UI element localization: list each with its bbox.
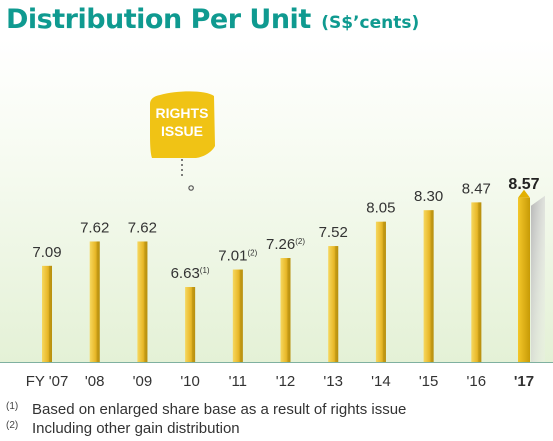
footnote-marker: (1) [6, 401, 19, 412]
value-label: 6.63(1) [171, 265, 210, 282]
value-label: 7.09 [32, 244, 61, 261]
category-label: '14 [371, 373, 391, 390]
footnote-marker: (2) [6, 420, 19, 431]
bar [328, 246, 339, 362]
bar [375, 221, 386, 362]
value-label-footnote: (2) [295, 237, 305, 246]
value-label: 7.26(2) [266, 236, 305, 253]
bar [518, 197, 530, 362]
category-label: '16 [467, 373, 487, 390]
category-label: '10 [180, 373, 200, 390]
category-label: '17 [514, 373, 534, 390]
bar [280, 258, 291, 362]
bar-edge [144, 241, 148, 362]
bar [471, 202, 482, 362]
bar [89, 241, 100, 362]
callout-pointer-dot [188, 185, 194, 191]
value-label: 8.30 [414, 188, 443, 205]
category-label: '12 [276, 373, 296, 390]
category-label: '11 [229, 373, 247, 390]
category-label: FY '07 [26, 373, 69, 390]
bar-edge [382, 221, 386, 362]
bar-cap [518, 189, 530, 198]
bar-edge [192, 287, 196, 362]
bar-edge [335, 246, 339, 362]
value-label: 8.05 [366, 200, 395, 217]
bar [42, 265, 52, 362]
value-label: 7.62 [128, 219, 157, 236]
category-label: '09 [133, 373, 153, 390]
chart-title: Distribution Per Unit (S$’cents) [6, 4, 419, 35]
value-label: 8.57 [508, 176, 539, 193]
value-label-footnote: (2) [248, 249, 258, 258]
value-label: 7.62 [80, 219, 109, 236]
page-title: Distribution Per Unit [6, 4, 311, 35]
category-label: '15 [419, 373, 439, 390]
category-label: '13 [323, 373, 343, 390]
bar-shadow [531, 195, 545, 362]
value-label: 7.52 [319, 224, 348, 241]
value-label-footnote: (1) [200, 266, 210, 275]
bar-edge [49, 265, 52, 362]
footnote-text: Including other gain distribution [32, 420, 240, 437]
bar-edge [239, 269, 243, 362]
bar-edge [430, 210, 434, 362]
bar [423, 210, 434, 362]
rights-issue-callout [150, 91, 215, 158]
bar-edge [478, 202, 482, 362]
unit-label: (S$’cents) [321, 13, 420, 33]
bar-edge [96, 241, 100, 362]
bar [137, 241, 148, 362]
callout-label-line2: ISSUE [161, 123, 203, 139]
bar [232, 269, 243, 362]
callout-label-line1: RIGHTS [156, 105, 209, 121]
value-label: 8.47 [462, 180, 491, 197]
bar [185, 287, 196, 362]
category-label: '08 [85, 373, 105, 390]
footnote-text: Based on enlarged share base as a result… [32, 401, 407, 418]
bar-edge [287, 258, 291, 362]
value-label: 7.01(2) [218, 248, 257, 265]
